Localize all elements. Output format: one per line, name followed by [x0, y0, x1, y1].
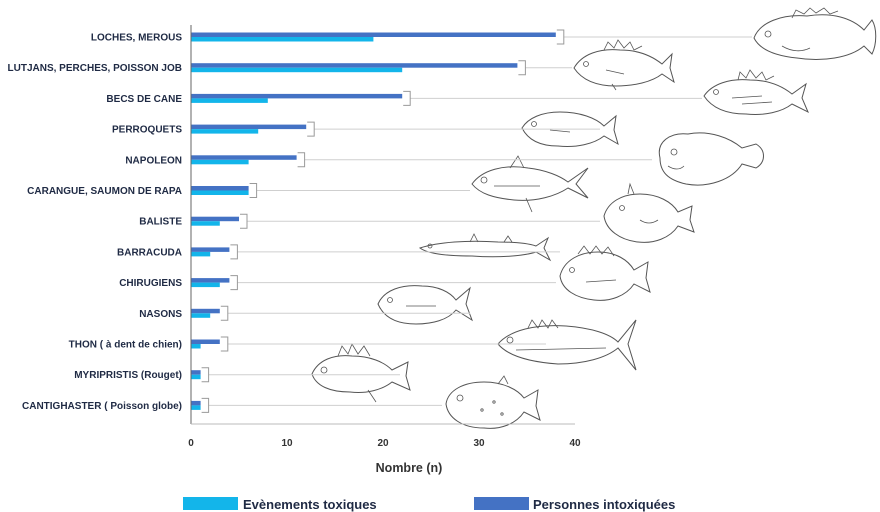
bar-personnes-intoxiquees [191, 124, 307, 130]
bar-personnes-intoxiquees [191, 32, 556, 37]
x-tick-label: 30 [473, 438, 485, 449]
soldierfish-icon [311, 343, 411, 403]
bar-personnes-intoxiquees [191, 278, 230, 283]
bar-personnes-intoxiquees [191, 186, 249, 191]
triggerfish-icon [603, 182, 695, 243]
bar-personnes-intoxiquees [191, 370, 201, 375]
bar-bracket [403, 90, 411, 106]
bar-bracket [518, 60, 526, 76]
category-label: CANTIGHASTER ( Poisson globe) [22, 401, 182, 412]
unicornfish-icon [377, 285, 473, 325]
bar-evenements-toxiques [191, 37, 374, 42]
bar-bracket [240, 213, 248, 229]
x-tick-label: 40 [569, 438, 581, 449]
bar-bracket [230, 275, 238, 291]
bar-personnes-intoxiquees [191, 93, 403, 99]
grouper-fish-icon [753, 7, 877, 60]
x-axis-title: Nombre (n) [376, 461, 443, 475]
bar-personnes-intoxiquees [191, 247, 230, 252]
bar-evenements-toxiques [191, 313, 211, 318]
category-label: LUTJANS, PERCHES, POISSON JOB [8, 63, 182, 74]
bar-bracket [556, 29, 565, 45]
snapper-fish-icon [573, 39, 675, 91]
legend-swatch-personnes [474, 497, 529, 510]
category-label: MYRIPRISTIS (Rouget) [74, 370, 182, 381]
bar-personnes-intoxiquees [191, 155, 297, 160]
bars [191, 32, 556, 410]
bar-evenements-toxiques [191, 251, 211, 257]
bar-evenements-toxiques [191, 159, 249, 165]
category-label: THON ( à dent de chien) [69, 340, 182, 351]
x-tick-label: 10 [281, 438, 293, 449]
barracuda-fish-icon [418, 233, 552, 262]
fish-illustrations [311, 7, 877, 429]
category-label: BALISTE [139, 217, 182, 228]
x-tick-label: 20 [377, 438, 389, 449]
bar-evenements-toxiques [191, 129, 259, 134]
category-label: CARANGUE, SAUMON DE RAPA [27, 186, 182, 197]
bar-bracket [307, 121, 315, 137]
bar-bracket [297, 152, 306, 168]
pufferfish-icon [445, 375, 541, 429]
category-label: LOCHES, MEROUS [91, 33, 182, 44]
bar-evenements-toxiques [191, 190, 249, 195]
bar-bracket [249, 183, 258, 198]
surgeonfish-icon [559, 245, 651, 301]
x-axis-ticks: 0 10 20 30 40 [188, 438, 581, 449]
emperor-fish-icon [703, 69, 809, 115]
legend: Evènements toxiques Personnes intoxiquée… [183, 497, 675, 512]
category-label: CHIRUGIENS [119, 278, 182, 289]
bar-personnes-intoxiquees [191, 216, 239, 222]
legend-swatch-evenements [183, 497, 238, 510]
bar-evenements-toxiques [191, 374, 201, 380]
x-tick-label: 0 [188, 438, 194, 449]
bar-evenements-toxiques [191, 282, 220, 288]
tuna-fish-icon [497, 319, 637, 371]
category-label: NASONS [139, 309, 182, 320]
category-label: NAPOLEON [125, 155, 182, 166]
bar-evenements-toxiques [191, 344, 201, 349]
category-label: PERROQUETS [112, 125, 182, 136]
category-label: BECS DE CANE [106, 94, 182, 105]
legend-label-evenements: Evènements toxiques [243, 497, 377, 512]
bar-bracket [230, 244, 238, 260]
leader-lines [201, 29, 752, 413]
bar-personnes-intoxiquees [191, 308, 220, 314]
bar-personnes-intoxiquees [191, 63, 518, 68]
bar-evenements-toxiques [191, 221, 220, 226]
category-label: BARRACUDA [117, 247, 182, 258]
bar-bracket [220, 336, 229, 352]
napoleon-wrasse-icon [658, 132, 764, 186]
bar-bracket [220, 305, 229, 321]
bar-evenements-toxiques [191, 67, 403, 73]
category-labels: LOCHES, MEROUS LUTJANS, PERCHES, POISSON … [8, 33, 183, 412]
bar-evenements-toxiques [191, 405, 201, 410]
bar-bracket [201, 397, 210, 413]
bar-bracket [201, 367, 210, 383]
legend-label-personnes: Personnes intoxiquées [533, 497, 675, 512]
trevally-fish-icon [471, 155, 589, 213]
bar-evenements-toxiques [191, 98, 268, 103]
bar-personnes-intoxiquees [191, 339, 220, 344]
bar-personnes-intoxiquees [191, 400, 201, 406]
